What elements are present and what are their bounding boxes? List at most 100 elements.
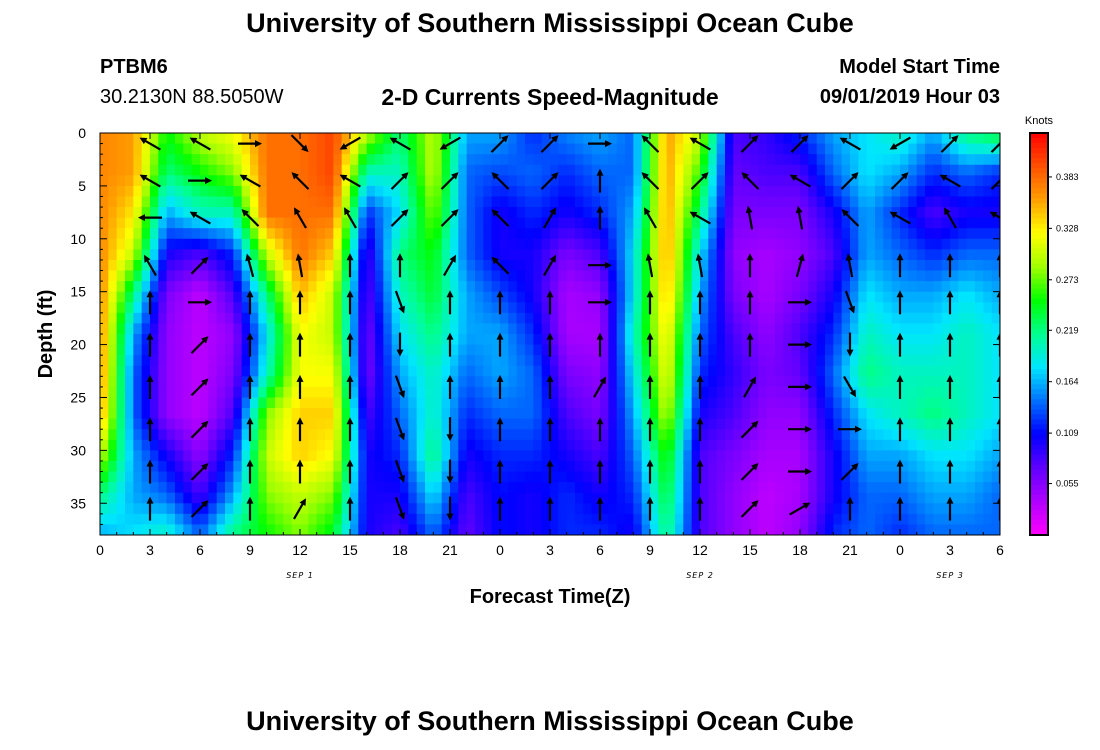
heatmap-cell xyxy=(725,185,734,198)
heatmap-cell xyxy=(158,291,168,303)
heatmap-cell xyxy=(875,133,884,145)
heatmap-cell xyxy=(600,196,609,208)
heatmap-cell xyxy=(675,323,684,335)
heatmap-cell xyxy=(200,513,209,526)
heatmap-cell xyxy=(666,450,676,462)
heatmap-cell xyxy=(183,228,193,240)
heatmap-cell xyxy=(666,492,676,504)
heatmap-cell xyxy=(241,418,251,430)
heatmap-cell xyxy=(883,143,893,155)
heatmap-cell xyxy=(358,196,368,208)
heatmap-cell xyxy=(616,228,626,240)
heatmap-cell xyxy=(108,397,118,409)
heatmap-cell xyxy=(741,524,751,535)
heatmap-cell xyxy=(175,143,184,155)
heatmap-cell xyxy=(475,133,484,145)
heatmap-cell xyxy=(708,238,718,250)
vector-shaft xyxy=(493,211,510,227)
heatmap-cell xyxy=(958,270,968,282)
heatmap-cell xyxy=(558,281,568,293)
heatmap-cell xyxy=(958,196,968,208)
heatmap-cell xyxy=(225,143,234,155)
heatmap-cell xyxy=(450,376,459,388)
heatmap-cell xyxy=(441,249,451,261)
heatmap-cell xyxy=(766,175,776,187)
heatmap-cell xyxy=(708,344,718,356)
heatmap-cell xyxy=(475,408,484,420)
heatmap-cell xyxy=(733,355,743,367)
vector-head xyxy=(296,417,304,425)
colorbar-segment xyxy=(1030,268,1048,275)
heatmap-cell xyxy=(375,344,384,356)
heatmap-cell xyxy=(225,133,234,145)
heatmap-cell xyxy=(241,471,251,483)
heatmap-cell xyxy=(766,471,776,483)
heatmap-cell xyxy=(975,217,984,229)
heatmap-cell xyxy=(383,249,393,261)
vector-head xyxy=(255,140,262,148)
heatmap-cell xyxy=(666,302,676,314)
heatmap-cell xyxy=(258,492,268,504)
heatmap-cell xyxy=(133,429,143,441)
heatmap-cell xyxy=(333,365,343,377)
heatmap-cell xyxy=(483,482,493,494)
heatmap-cell xyxy=(233,175,243,187)
current-vector xyxy=(646,290,654,315)
heatmap-cell xyxy=(858,175,868,187)
heatmap-cell xyxy=(250,471,259,483)
heatmap-cell xyxy=(966,355,976,367)
heatmap-cell xyxy=(991,513,1000,526)
heatmap-cell xyxy=(275,355,284,367)
heatmap-cell xyxy=(108,207,118,219)
heatmap-cell xyxy=(658,408,668,420)
heatmap-cell xyxy=(125,207,134,219)
heatmap-cell xyxy=(341,133,351,145)
heatmap-cell xyxy=(150,217,159,229)
heatmap-cell xyxy=(866,503,876,515)
heatmap-cell xyxy=(125,524,134,535)
heatmap-cell xyxy=(250,312,259,325)
heatmap-cell xyxy=(875,429,884,441)
heatmap-cell xyxy=(366,164,376,176)
heatmap-cell xyxy=(508,238,518,250)
heatmap-cell xyxy=(400,196,409,208)
heatmap-cell xyxy=(916,344,926,356)
vector-shaft xyxy=(842,138,861,151)
heatmap-cell xyxy=(275,344,284,356)
current-vector xyxy=(496,496,504,521)
heatmap-cell xyxy=(375,355,384,367)
heatmap-cell xyxy=(658,365,668,377)
heatmap-cell xyxy=(525,492,534,504)
heatmap-cell xyxy=(933,302,943,314)
heatmap-cell xyxy=(316,492,326,504)
heatmap-cell xyxy=(691,334,701,346)
heatmap-cell xyxy=(691,164,701,176)
heatmap-cell xyxy=(975,143,984,155)
heatmap-cell xyxy=(700,196,709,208)
heatmap-cell xyxy=(325,133,334,145)
heatmap-cell xyxy=(133,185,143,198)
heatmap-cell xyxy=(975,323,984,335)
heatmap-cell xyxy=(458,312,468,325)
heatmap-cell xyxy=(825,429,834,441)
heatmap-cell xyxy=(408,471,418,483)
heatmap-cell xyxy=(325,365,334,377)
heatmap-cell xyxy=(383,291,393,303)
heatmap-cell xyxy=(833,492,843,504)
heatmap-cell xyxy=(908,524,918,535)
heatmap-cell xyxy=(425,270,434,282)
heatmap-cell xyxy=(500,365,509,377)
heatmap-cell xyxy=(625,249,634,261)
colorbar-segment xyxy=(1030,313,1048,320)
page-title-bottom: University of Southern Mississippi Ocean… xyxy=(246,706,854,736)
heatmap-cell xyxy=(825,228,834,240)
heatmap-cell xyxy=(250,397,259,409)
heatmap-cell xyxy=(508,503,518,515)
heatmap-cell xyxy=(783,207,793,219)
heatmap-cell xyxy=(791,323,801,335)
heatmap-cell xyxy=(491,471,501,483)
colorbar-segment xyxy=(1030,148,1048,154)
heatmap-cell xyxy=(708,281,718,293)
heatmap-cell xyxy=(400,492,409,504)
heatmap-cell xyxy=(825,281,834,293)
